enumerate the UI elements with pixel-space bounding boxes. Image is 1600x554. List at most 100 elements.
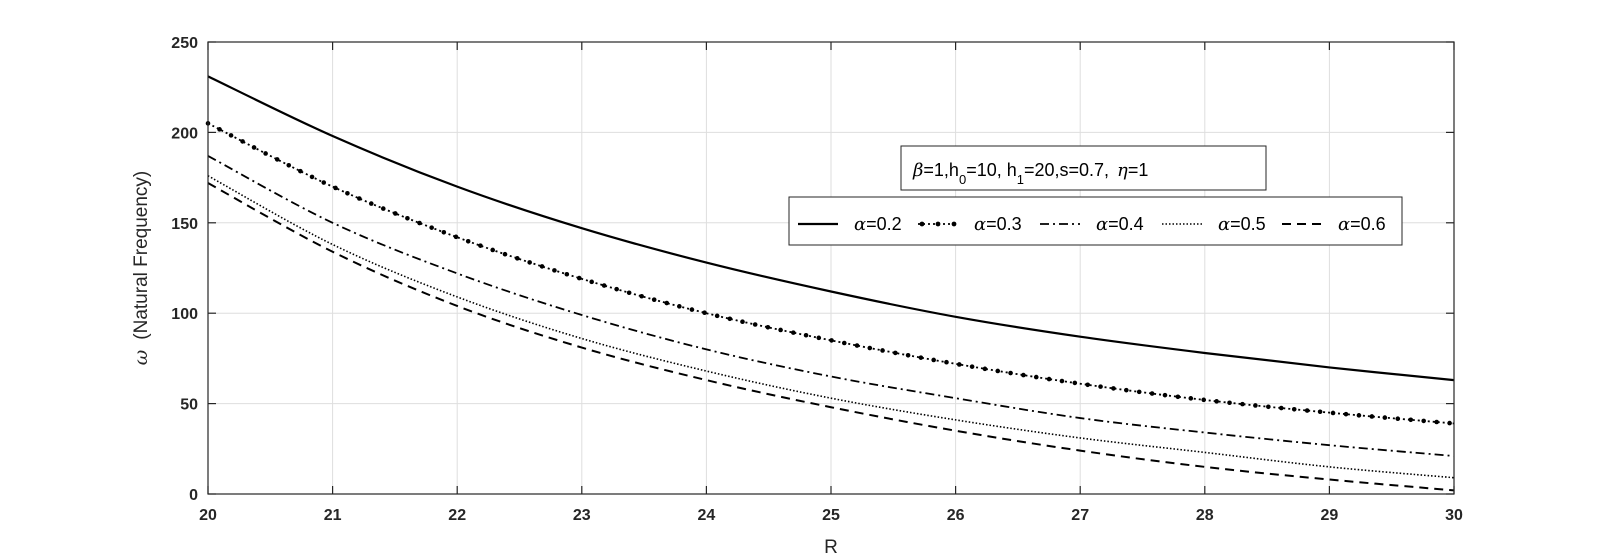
series-marker bbox=[502, 251, 508, 257]
series-marker bbox=[465, 238, 471, 244]
x-tick-label: 20 bbox=[199, 507, 217, 524]
series-marker bbox=[429, 225, 434, 230]
series-marker bbox=[240, 139, 245, 144]
series-marker bbox=[1124, 387, 1129, 393]
series-marker bbox=[601, 283, 607, 288]
series-marker bbox=[1021, 372, 1026, 378]
series-marker bbox=[1085, 382, 1090, 388]
series-line-1 bbox=[207, 75, 1455, 382]
series-marker bbox=[1008, 370, 1013, 376]
series-marker bbox=[702, 310, 707, 316]
series-marker bbox=[1240, 401, 1245, 407]
legend-label-3: α=0.4 bbox=[1096, 214, 1144, 235]
x-tick-label: 25 bbox=[822, 507, 840, 524]
series-marker bbox=[1136, 389, 1142, 395]
legend-label-5: α=0.6 bbox=[1338, 214, 1386, 235]
series-marker bbox=[740, 319, 745, 324]
parameter-annotation-box bbox=[900, 145, 1267, 191]
series-marker bbox=[417, 220, 422, 226]
series-marker bbox=[626, 290, 632, 296]
series-marker bbox=[829, 338, 834, 343]
series-marker bbox=[1098, 384, 1103, 389]
series-marker bbox=[1149, 391, 1155, 396]
series-marker bbox=[1278, 405, 1284, 411]
series-marker bbox=[333, 185, 338, 191]
series-marker bbox=[539, 264, 545, 269]
series-marker bbox=[931, 357, 936, 363]
series-marker bbox=[527, 260, 532, 265]
series-marker bbox=[274, 157, 280, 162]
legend-label-1: α=0.2 bbox=[854, 214, 902, 235]
series-marker bbox=[956, 362, 962, 367]
y-axis-label-text: (Natural Frequency) bbox=[131, 171, 152, 340]
series-marker bbox=[867, 345, 873, 351]
series-marker bbox=[1304, 408, 1310, 413]
series-marker bbox=[816, 335, 822, 341]
series-marker bbox=[368, 201, 374, 206]
series-marker bbox=[614, 286, 619, 292]
series-marker bbox=[1421, 418, 1426, 424]
series-marker bbox=[263, 151, 268, 156]
series-marker bbox=[1033, 374, 1039, 380]
series-marker bbox=[1447, 420, 1452, 426]
y-tick-label: 100 bbox=[171, 306, 198, 323]
grid-lines bbox=[207, 41, 1455, 495]
series-marker bbox=[1382, 415, 1388, 420]
series-marker bbox=[1434, 419, 1439, 425]
series-line-4 bbox=[207, 175, 1455, 479]
x-tick-label: 28 bbox=[1196, 507, 1214, 524]
series-marker bbox=[765, 324, 771, 330]
series-marker bbox=[309, 174, 315, 180]
series-marker bbox=[1330, 410, 1336, 416]
series-marker bbox=[478, 243, 483, 248]
series-marker bbox=[1356, 413, 1362, 418]
series-marker bbox=[576, 275, 582, 281]
series-marker bbox=[589, 279, 594, 285]
series-marker bbox=[995, 368, 1001, 374]
series-marker bbox=[1072, 380, 1078, 386]
x-tick-label: 26 bbox=[947, 507, 965, 524]
series-marker bbox=[345, 190, 350, 196]
series-marker bbox=[778, 327, 783, 333]
series-marker bbox=[1111, 386, 1116, 391]
series-marker bbox=[841, 340, 847, 346]
series-marker bbox=[893, 350, 898, 356]
series-marker bbox=[714, 313, 720, 319]
legend-marker bbox=[919, 221, 925, 227]
series-marker bbox=[298, 168, 303, 174]
y-axis-label: ω (Natural Frequency) bbox=[130, 171, 152, 365]
series-marker bbox=[639, 293, 644, 299]
y-tick-label: 250 bbox=[171, 35, 198, 52]
series-marker bbox=[1188, 396, 1194, 401]
legend-marker bbox=[951, 221, 957, 227]
parameter-annotation-text: β=1,h0=10, h1=20,s=0.7, η=1 bbox=[912, 160, 1148, 187]
series-line-3 bbox=[207, 155, 1455, 457]
series-marker bbox=[1046, 376, 1052, 382]
series-marker bbox=[1266, 404, 1271, 410]
series-marker bbox=[905, 352, 911, 358]
series-marker bbox=[791, 330, 796, 335]
series-marker bbox=[651, 297, 657, 302]
series-marker bbox=[1408, 417, 1414, 423]
legend-label-2: α=0.3 bbox=[974, 214, 1022, 235]
x-tick-label: 24 bbox=[698, 507, 716, 524]
series-marker bbox=[552, 268, 557, 273]
y-tick-label: 50 bbox=[180, 397, 198, 414]
series-marker bbox=[664, 300, 670, 306]
series-marker bbox=[357, 196, 362, 201]
series-marker bbox=[453, 234, 459, 240]
series-marker bbox=[803, 332, 809, 338]
series-marker bbox=[918, 355, 924, 360]
series-marker bbox=[727, 316, 733, 322]
series-marker bbox=[1369, 414, 1375, 419]
series-line-5 bbox=[207, 182, 1455, 492]
y-tick-label: 0 bbox=[189, 487, 198, 504]
x-tick-label: 30 bbox=[1445, 507, 1463, 524]
series-marker bbox=[982, 366, 988, 372]
series-marker bbox=[1227, 400, 1232, 406]
x-axis-label: R bbox=[824, 537, 838, 554]
legend-marker bbox=[935, 221, 941, 227]
axis-ticks: 20 21 22 23 24 25 26 27 28 29 30 0 50 100 150 200 250 bbox=[171, 35, 1463, 524]
y-axis-label-symbol: ω bbox=[130, 350, 152, 366]
